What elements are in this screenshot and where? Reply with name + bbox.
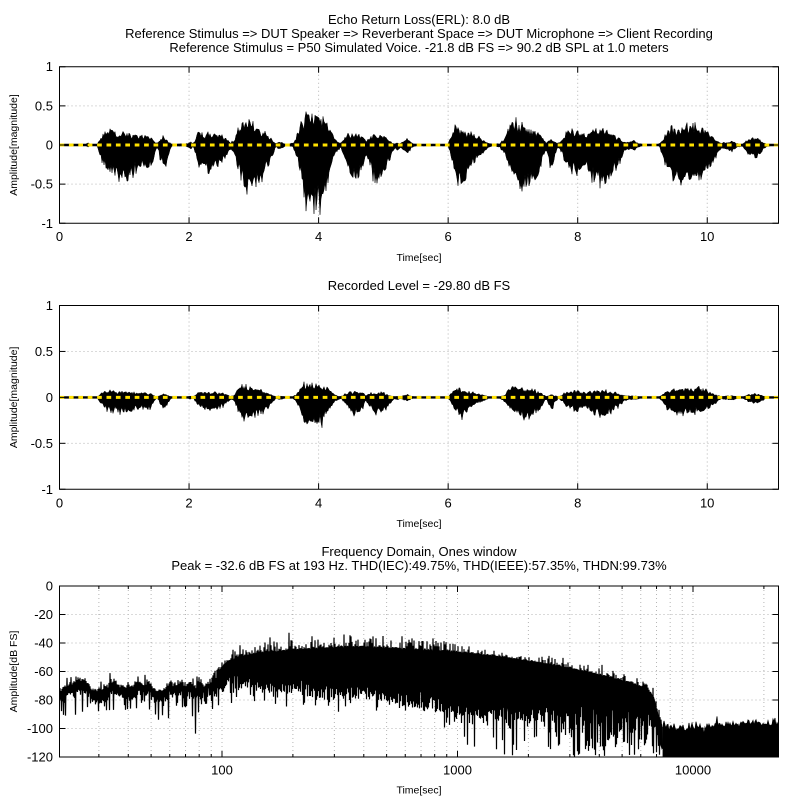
svg-text:-1: -1: [41, 482, 53, 497]
svg-text:0: 0: [46, 579, 53, 594]
svg-text:8: 8: [574, 229, 581, 244]
svg-text:10000: 10000: [675, 763, 711, 778]
svg-text:Time[sec]: Time[sec]: [396, 518, 441, 530]
svg-text:1: 1: [46, 59, 53, 74]
svg-text:8: 8: [574, 496, 581, 511]
svg-text:100: 100: [211, 763, 233, 778]
svg-text:Echo Return Loss(ERL): 8.0 dB: Echo Return Loss(ERL): 8.0 dB: [328, 12, 510, 27]
svg-text:Reference Stimulus = P50 Simul: Reference Stimulus = P50 Simulated Voice…: [169, 40, 669, 55]
svg-text:0: 0: [46, 390, 53, 405]
svg-text:Time[sec]: Time[sec]: [396, 252, 441, 264]
svg-text:0: 0: [46, 138, 53, 153]
svg-text:Peak = -32.6 dB FS at 193 Hz.: Peak = -32.6 dB FS at 193 Hz. THD(IEC):4…: [171, 558, 667, 573]
svg-text:-0.5: -0.5: [31, 177, 53, 192]
svg-text:0: 0: [56, 229, 63, 244]
svg-text:Frequency Domain, Ones window: Frequency Domain, Ones window: [321, 544, 517, 559]
svg-text:10: 10: [700, 496, 714, 511]
svg-text:0: 0: [56, 496, 63, 511]
svg-text:1: 1: [46, 298, 53, 313]
svg-text:Reference Stimulus => DUT Spea: Reference Stimulus => DUT Speaker => Rev…: [125, 26, 713, 41]
svg-text:-1: -1: [41, 216, 53, 231]
svg-text:4: 4: [315, 496, 322, 511]
svg-text:6: 6: [444, 229, 451, 244]
svg-text:-0.5: -0.5: [31, 436, 53, 451]
svg-text:2: 2: [185, 229, 192, 244]
svg-text:-60: -60: [34, 664, 53, 679]
svg-text:Amplitude[dB FS]: Amplitude[dB FS]: [8, 631, 20, 713]
svg-text:1000: 1000: [443, 763, 472, 778]
svg-text:-20: -20: [34, 607, 53, 622]
svg-text:-100: -100: [27, 721, 53, 736]
svg-text:Time[sec]: Time[sec]: [396, 785, 441, 797]
svg-text:6: 6: [444, 496, 451, 511]
svg-text:Amplitude[magnitude]: Amplitude[magnitude]: [8, 347, 20, 449]
svg-text:-80: -80: [34, 693, 53, 708]
svg-text:0.5: 0.5: [35, 344, 53, 359]
svg-text:0.5: 0.5: [35, 98, 53, 113]
svg-text:-120: -120: [27, 750, 53, 765]
svg-text:4: 4: [315, 229, 322, 244]
svg-text:-40: -40: [34, 636, 53, 651]
svg-text:2: 2: [185, 496, 192, 511]
svg-text:Amplitude[magnitude]: Amplitude[magnitude]: [8, 94, 20, 196]
svg-text:Recorded Level = -29.80 dB FS: Recorded Level = -29.80 dB FS: [328, 278, 511, 293]
svg-text:10: 10: [700, 229, 714, 244]
